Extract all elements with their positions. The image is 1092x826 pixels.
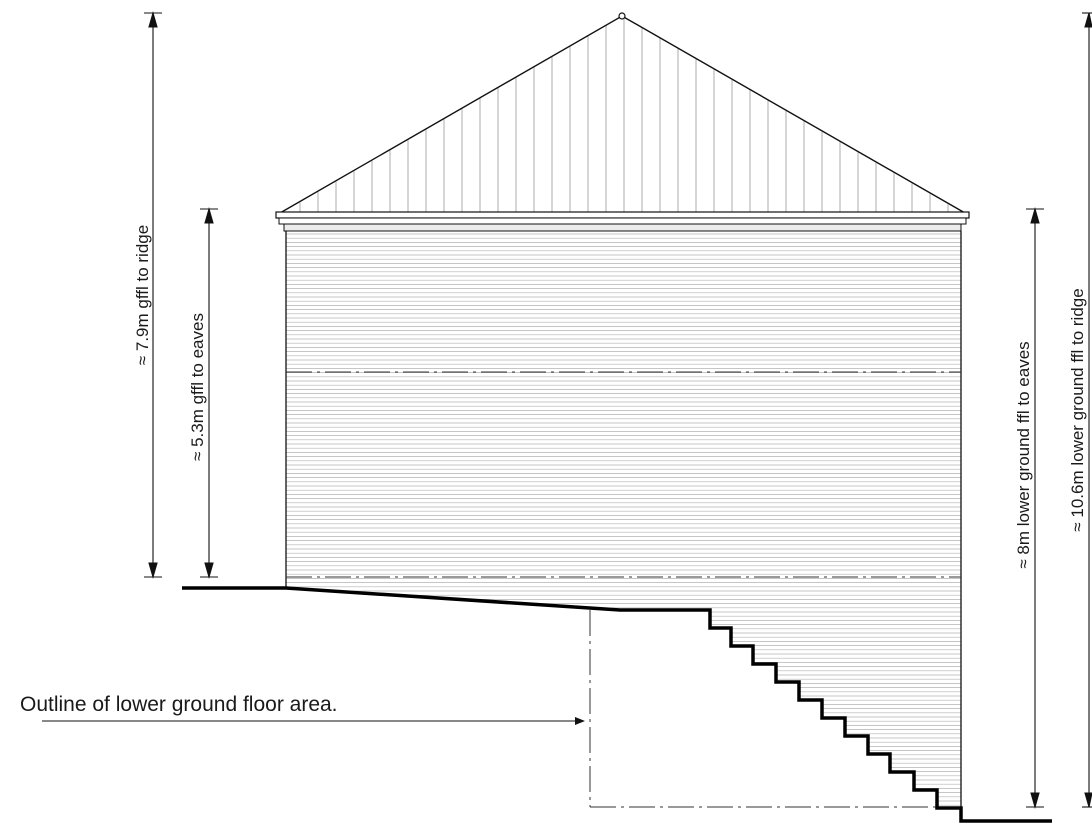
roof-hatch <box>299 16 949 213</box>
roof-outline <box>279 15 966 214</box>
roof <box>279 12 966 214</box>
dimension-lower-ground-to-eaves <box>1026 206 1044 810</box>
annotation-lower-ground-outline: Outline of lower ground floor area. <box>20 693 338 716</box>
wall-cladding-hatch <box>286 233 961 806</box>
lower-ground-outline <box>589 610 937 808</box>
dim-label-gffl-to-eaves: ≈ 5.3m gffl to eaves <box>188 313 207 461</box>
ridge-finial <box>618 12 626 20</box>
dimension-gffl-to-eaves <box>200 206 218 580</box>
dimension-lower-ground-to-ridge <box>1082 12 1092 808</box>
gable-wall <box>285 231 962 808</box>
dim-label-lower-ground-to-ridge: ≈ 10.6m lower ground ffl to ridge <box>1068 288 1087 531</box>
dimension-gffl-to-ridge <box>144 10 162 580</box>
dim-label-lower-ground-to-eaves: ≈ 8m lower ground ffl to eaves <box>1014 341 1033 568</box>
dim-label-gffl-to-ridge: ≈ 7.9m gffl to ridge <box>133 225 152 365</box>
ground-line <box>182 586 1052 823</box>
eaves-gutter <box>275 211 970 232</box>
